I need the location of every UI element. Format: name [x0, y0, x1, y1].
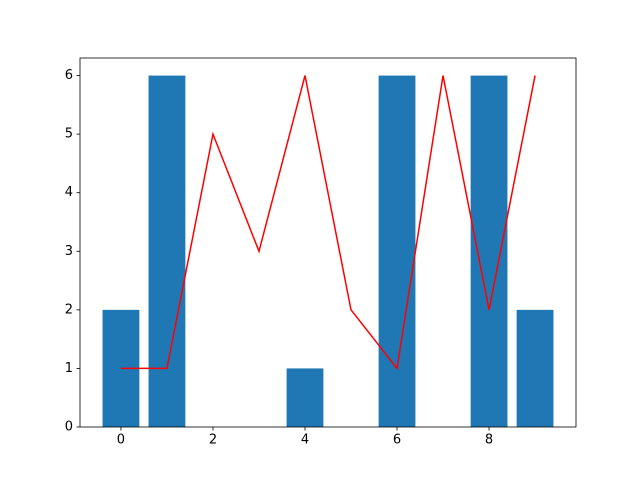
axes-frame	[79, 57, 577, 428]
x-tick-label: 4	[301, 433, 309, 448]
y-tick-label: 2	[65, 302, 73, 317]
x-tick-label: 6	[393, 433, 401, 448]
line	[120, 75, 536, 371]
bar	[470, 75, 508, 428]
y-tick-label: 6	[65, 68, 73, 83]
x-tick-label: 8	[485, 433, 493, 448]
x-tick-label: 0	[117, 433, 125, 448]
y-tick-label: 0	[65, 420, 73, 435]
bar	[286, 368, 324, 427]
y-tick-label: 4	[65, 185, 73, 200]
y-tick-label: 1	[65, 361, 73, 376]
bar	[378, 75, 416, 428]
bar	[148, 75, 186, 428]
y-tick-label: 3	[65, 244, 73, 259]
x-tick-label: 2	[209, 433, 217, 448]
y-tick-label: 5	[65, 127, 73, 142]
bar	[516, 309, 554, 427]
